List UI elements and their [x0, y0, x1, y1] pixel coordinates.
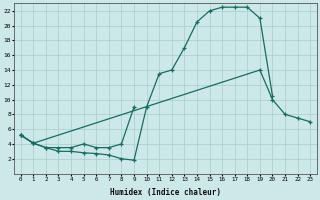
X-axis label: Humidex (Indice chaleur): Humidex (Indice chaleur) — [110, 188, 221, 197]
